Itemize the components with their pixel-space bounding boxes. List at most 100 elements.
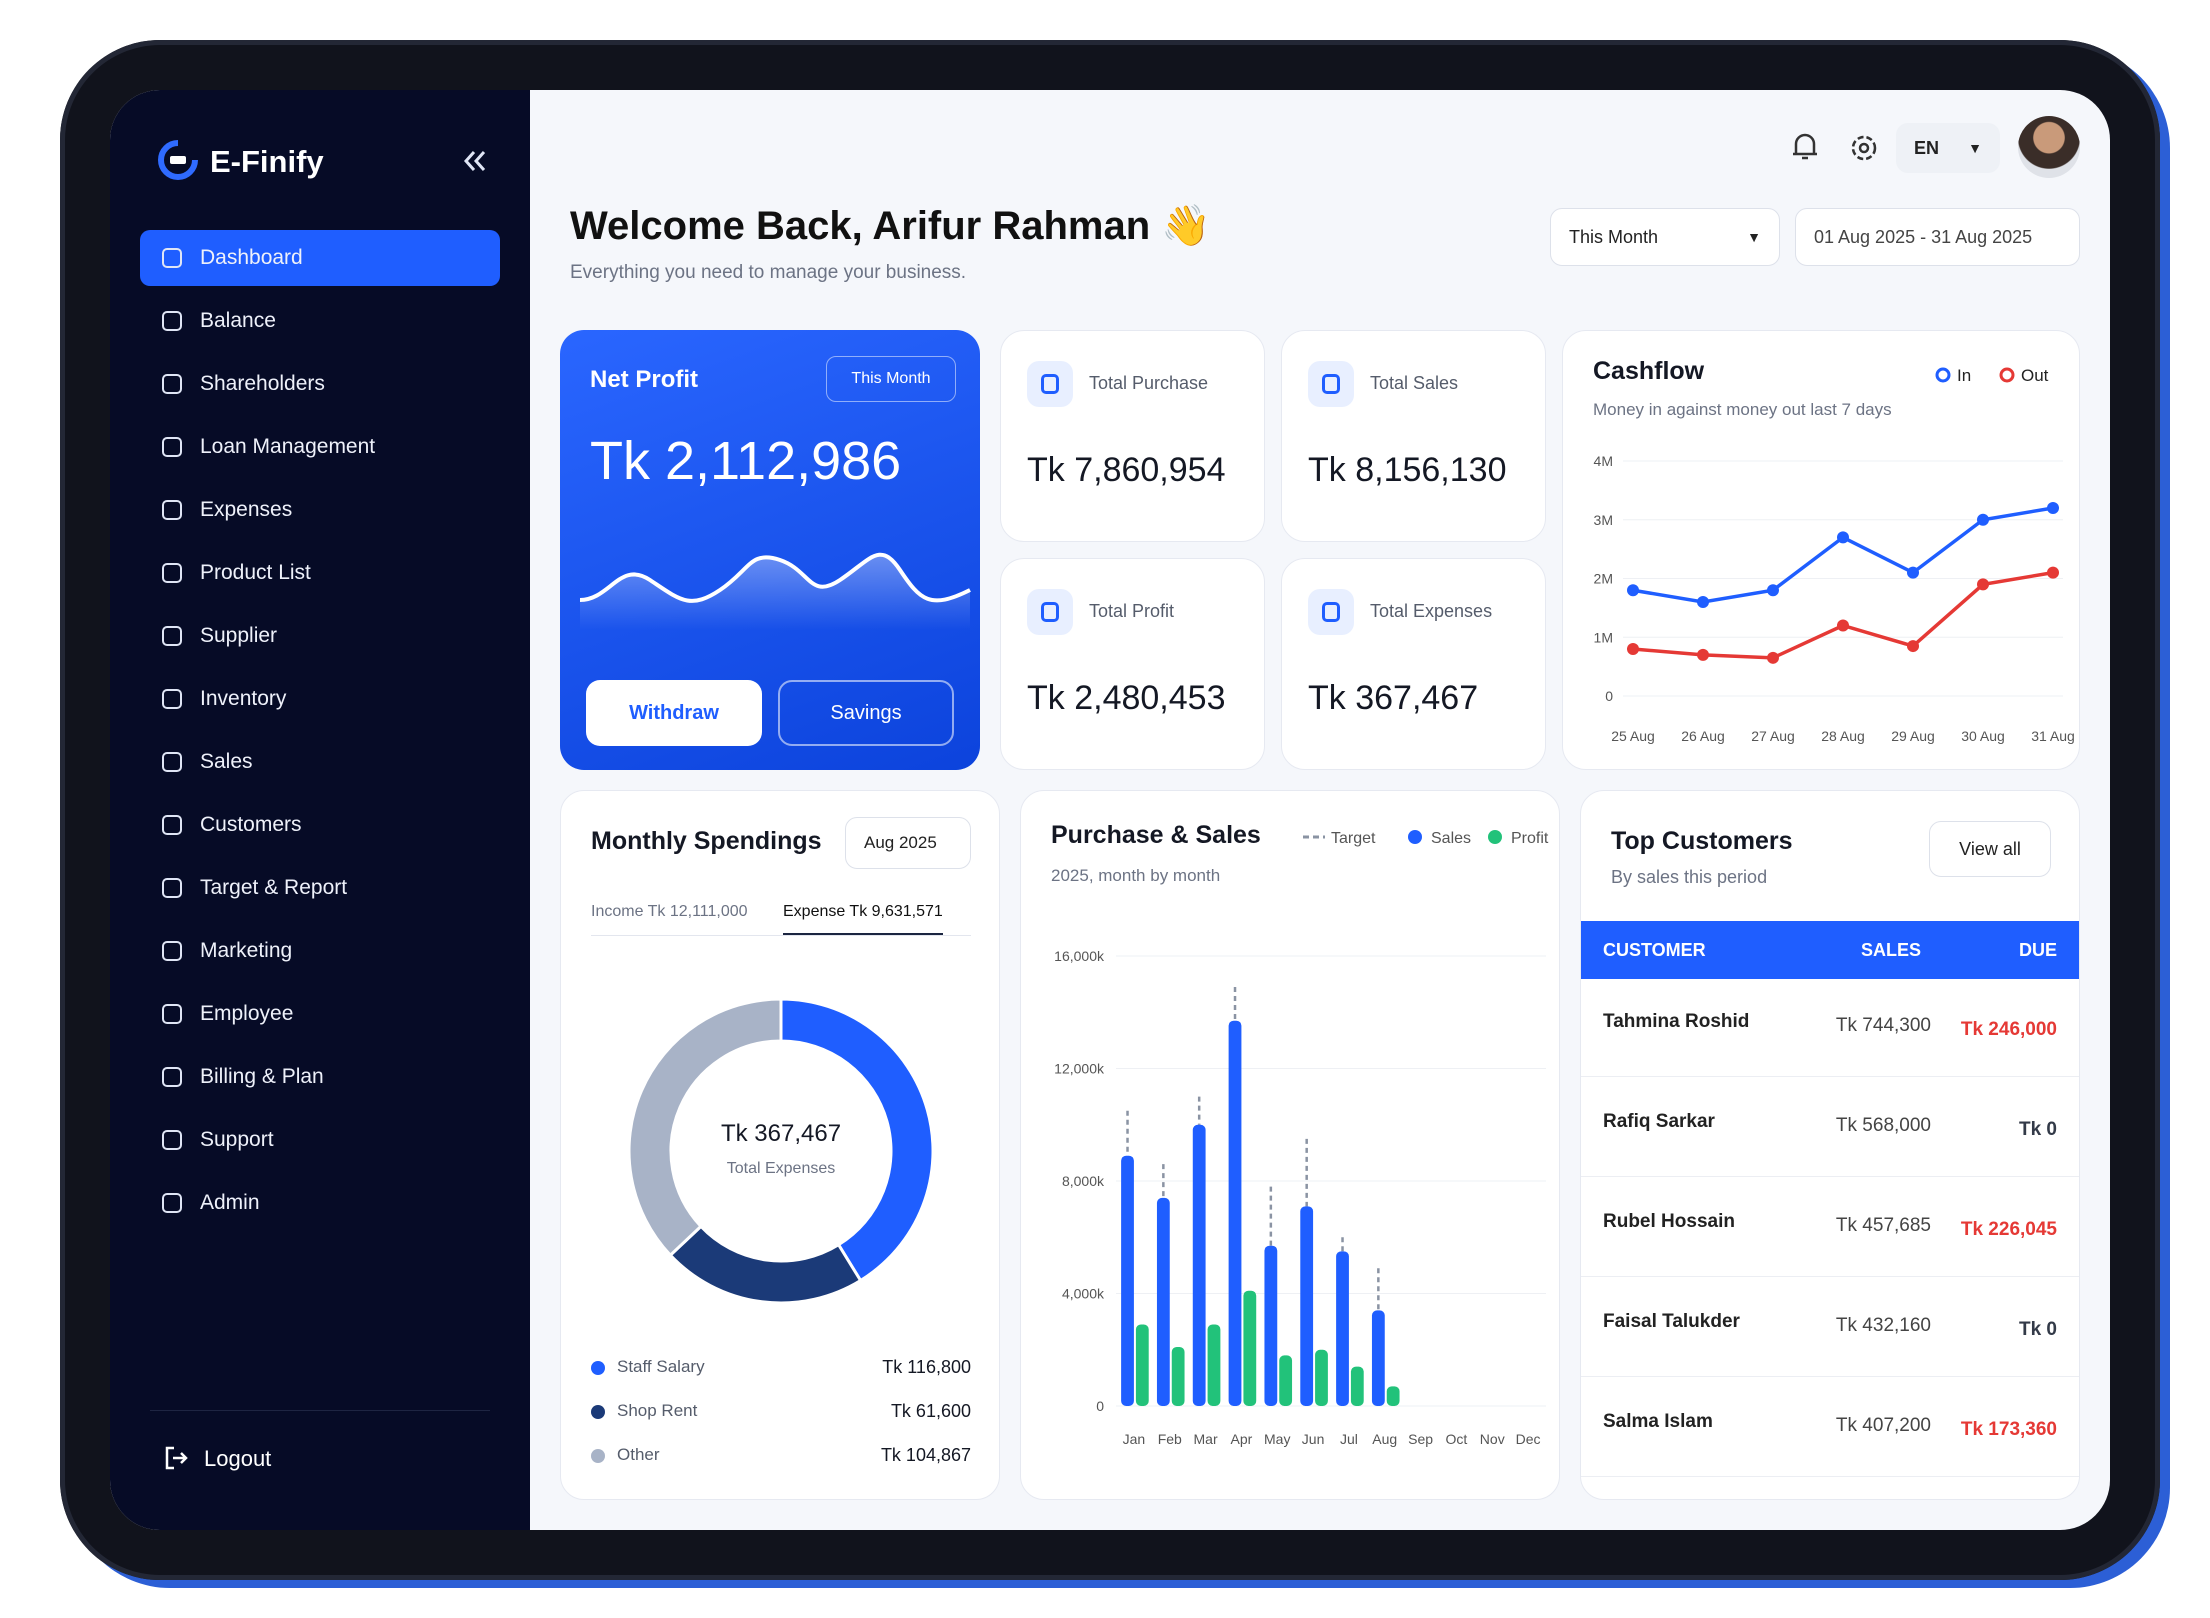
point (2047, 502, 2059, 514)
x-tick-label: Nov (1480, 1431, 1505, 1447)
legend-row: Other Tk 104,867 (591, 1439, 971, 1479)
legend-value: Tk 61,600 (890, 1401, 971, 1421)
main: EN ▼ Welcome Back, Arifur Rahman 👋 Every… (530, 90, 2110, 1530)
nav-label: Support (200, 1128, 274, 1151)
donut-segment (779, 997, 935, 1283)
x-tick-label: 30 Aug (1961, 728, 2005, 744)
nav-label: Balance (200, 309, 276, 332)
view-all-button[interactable]: View all (1929, 821, 2051, 877)
x-tick-label: May (1264, 1431, 1290, 1447)
nav-item[interactable]: Dashboard (140, 230, 500, 286)
customer-name: Tahmina Roshid (1603, 1011, 1750, 1032)
legend-value: Tk 116,800 (882, 1357, 971, 1377)
x-tick-label: Jan (1123, 1431, 1146, 1447)
point (1907, 566, 1919, 579)
nav-item[interactable]: Expenses (140, 482, 500, 538)
x-tick-label: Oct (1446, 1431, 1468, 1447)
nav-label: Sales (200, 750, 253, 773)
customer-name: Salma Islam (1603, 1411, 1713, 1432)
nav-item[interactable]: Customers (140, 797, 500, 853)
nav-item[interactable]: Target & Report (140, 860, 500, 916)
line (1632, 506, 2054, 604)
x-tick-label: 29 Aug (1891, 728, 1935, 744)
month-select[interactable]: Aug 2025 (845, 817, 971, 869)
nav-label: Supplier (200, 624, 278, 647)
expense-tab[interactable]: Expense Tk 9,631,571 (783, 903, 943, 936)
x-tick-label: Apr (1231, 1431, 1253, 1447)
card-title: Net Profit (590, 366, 698, 393)
stat-card: Total Expenses Tk 367,467 (1281, 558, 1546, 770)
view-all: View all (1959, 838, 2021, 859)
y-tick-label: 2M (1594, 571, 1613, 587)
chevron: ▼ (1968, 140, 1982, 156)
chevron: ▼ (1747, 229, 1761, 245)
legend-dot (591, 1361, 605, 1375)
table-row: Rafiq Sarkar Tk 568,000 Tk 0 (1581, 1081, 2079, 1177)
welcome-title: Welcome Back, Arifur Rahman 👋 (570, 204, 1212, 248)
nav-item[interactable]: Product List (140, 545, 500, 601)
logout[interactable]: Logout (204, 1446, 272, 1471)
customer-due: Tk 0 (2018, 1319, 2057, 1340)
stat-icon (1027, 361, 1073, 407)
nav-item[interactable]: Inventory (140, 671, 500, 727)
nav-icon (162, 437, 182, 457)
nav-item[interactable]: Sales (140, 734, 500, 790)
bar (1315, 1349, 1328, 1406)
bar (1300, 1206, 1314, 1406)
settings-icon[interactable] (1848, 132, 1880, 164)
legend-label: Staff Salary (617, 1357, 705, 1376)
stat-icon (1308, 589, 1354, 635)
nav-item[interactable]: Marketing (140, 923, 500, 979)
point (1767, 651, 1779, 664)
period-select[interactable]: This Month (826, 356, 956, 402)
line (1632, 570, 2054, 660)
legend-row: Shop Rent Tk 61,600 (591, 1395, 971, 1435)
stat-value: Tk 7,860,954 (1027, 451, 1226, 489)
table-row: Faisal Talukder Tk 432,160 Tk 0 (1581, 1281, 2079, 1377)
x-tick-label: 26 Aug (1681, 728, 1725, 744)
collapse-button[interactable] (460, 148, 490, 174)
avatar[interactable] (2018, 116, 2080, 178)
nav-item[interactable]: Loan Management (140, 419, 500, 475)
nav-icon (162, 941, 182, 961)
savings-button[interactable]: Savings (778, 680, 954, 746)
bar (1243, 1290, 1257, 1406)
table-header: CUSTOMER SALES DUE (1581, 921, 2079, 979)
language-select[interactable]: EN ▼ (1896, 123, 2000, 173)
income-tab[interactable]: Income Tk 12,111,000 (591, 903, 748, 920)
nav-icon (162, 689, 182, 709)
stat-card: Total Purchase Tk 7,860,954 (1000, 330, 1265, 542)
nav-item[interactable]: Employee (140, 986, 500, 1042)
legend-label: In (1957, 366, 1971, 385)
x-tick-label: Jul (1340, 1431, 1358, 1447)
x-tick-label: 25 Aug (1611, 728, 1655, 744)
withdraw-button[interactable]: Withdraw (586, 680, 762, 746)
nav-item[interactable]: Shareholders (140, 356, 500, 412)
nav-item[interactable]: Admin (140, 1175, 500, 1231)
nav-item[interactable]: Balance (140, 293, 500, 349)
nav-item[interactable]: Supplier (140, 608, 500, 664)
notification-icon[interactable] (1790, 130, 1820, 164)
net-profit-card: Net Profit This Month Tk 2,112,986 Withd… (560, 330, 980, 770)
stat-label: Total Sales (1370, 373, 1459, 393)
period-select[interactable]: This Month ▼ (1550, 208, 1780, 266)
nav-icon (162, 563, 182, 583)
legend-label: Sales (1431, 830, 1471, 847)
nav-item[interactable]: Support (140, 1112, 500, 1168)
customer-sales: Tk 744,300 (1835, 1015, 1931, 1036)
date-range-picker[interactable]: 01 Aug 2025 - 31 Aug 2025 (1795, 208, 2080, 266)
donut-chart: Tk 367,467 Total Expenses (627, 997, 935, 1305)
nav-label: Customers (200, 813, 302, 836)
x-tick-label: Sep (1408, 1431, 1433, 1447)
legend-marker (1408, 830, 1422, 844)
customer-name: Rubel Hossain (1603, 1211, 1735, 1232)
nav-item[interactable]: Billing & Plan (140, 1049, 500, 1105)
legend-label: Out (2021, 366, 2049, 385)
stat-value: Tk 367,467 (1308, 679, 1479, 717)
bar (1336, 1251, 1349, 1406)
stat-card: Total Sales Tk 8,156,130 (1281, 330, 1546, 542)
stat-label: Total Purchase (1089, 373, 1209, 393)
cashflow-chart: Cashflow Money in against money out last… (1593, 357, 2075, 744)
stat-icon (1027, 589, 1073, 635)
y-tick-label: 4M (1594, 453, 1613, 469)
